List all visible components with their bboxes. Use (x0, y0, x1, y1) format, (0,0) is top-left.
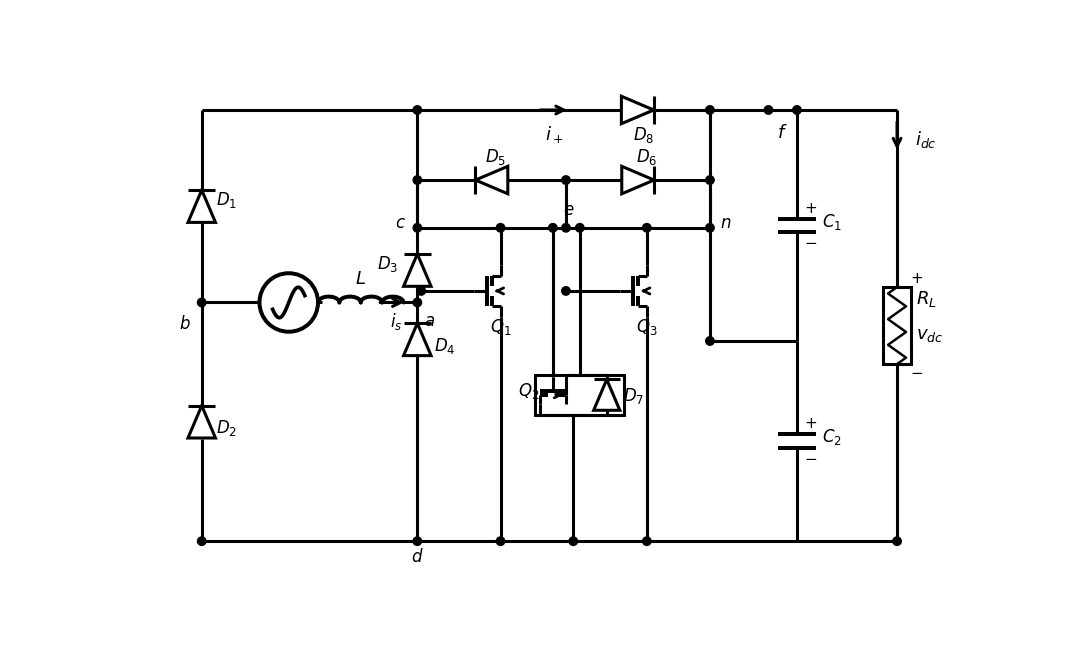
Bar (535, 375, 624, 415)
Text: $i_s$: $i_s$ (389, 311, 402, 332)
Circle shape (198, 298, 205, 307)
Text: $+$: $+$ (804, 417, 817, 431)
Text: $-$: $-$ (804, 236, 817, 250)
Text: $i_+$: $i_+$ (545, 124, 564, 145)
Circle shape (497, 537, 504, 545)
Circle shape (413, 176, 422, 184)
Circle shape (642, 537, 651, 545)
Text: $R_L$: $R_L$ (916, 289, 937, 309)
Circle shape (413, 105, 422, 115)
Text: $e$: $e$ (562, 203, 574, 219)
Circle shape (764, 105, 773, 115)
Text: $Q_2$: $Q_2$ (517, 381, 539, 401)
Text: $D_8$: $D_8$ (633, 125, 654, 145)
Text: $c$: $c$ (395, 215, 405, 232)
Circle shape (562, 224, 571, 232)
Circle shape (705, 336, 714, 345)
Text: $D_3$: $D_3$ (377, 254, 399, 274)
Text: $Q_3$: $Q_3$ (636, 317, 658, 337)
Text: $f$: $f$ (777, 124, 788, 142)
Circle shape (705, 224, 714, 232)
Text: $C_2$: $C_2$ (822, 427, 841, 447)
Circle shape (642, 224, 651, 232)
Bar (883, 287, 911, 364)
Text: $C_1$: $C_1$ (822, 212, 841, 232)
Polygon shape (188, 190, 215, 223)
Circle shape (413, 298, 422, 307)
Text: $L$: $L$ (355, 270, 366, 289)
Text: $i_{dc}$: $i_{dc}$ (915, 129, 937, 149)
Circle shape (198, 537, 205, 545)
Text: $a$: $a$ (424, 313, 435, 330)
Polygon shape (622, 96, 653, 124)
Circle shape (413, 537, 422, 545)
Text: $d$: $d$ (411, 547, 424, 565)
Text: $D_4$: $D_4$ (434, 336, 455, 356)
Circle shape (549, 224, 558, 232)
Text: $Q_1$: $Q_1$ (490, 317, 512, 337)
Circle shape (497, 224, 504, 232)
Polygon shape (188, 406, 215, 438)
Text: $n$: $n$ (720, 215, 732, 232)
Text: $b$: $b$ (179, 315, 190, 333)
Polygon shape (594, 380, 620, 410)
Circle shape (705, 105, 714, 115)
Circle shape (576, 224, 584, 232)
Circle shape (562, 287, 571, 295)
Polygon shape (475, 166, 508, 194)
Circle shape (892, 537, 901, 545)
Circle shape (569, 537, 577, 545)
Text: $D_5$: $D_5$ (485, 147, 507, 167)
Text: $v_{dc}$: $v_{dc}$ (915, 326, 944, 344)
Text: $-$: $-$ (804, 451, 817, 465)
Text: $D_7$: $D_7$ (623, 386, 645, 406)
Circle shape (792, 105, 801, 115)
Polygon shape (403, 254, 432, 287)
Circle shape (417, 287, 425, 295)
Text: $D_2$: $D_2$ (216, 418, 237, 438)
Circle shape (413, 224, 422, 232)
Circle shape (705, 176, 714, 184)
Polygon shape (403, 324, 432, 356)
Polygon shape (622, 166, 654, 194)
Text: $-$: $-$ (910, 365, 923, 378)
Circle shape (260, 273, 318, 332)
Text: $+$: $+$ (804, 201, 817, 215)
Circle shape (562, 176, 571, 184)
Text: $+$: $+$ (910, 272, 923, 287)
Text: $D_1$: $D_1$ (216, 190, 237, 210)
Text: $D_6$: $D_6$ (637, 147, 658, 167)
